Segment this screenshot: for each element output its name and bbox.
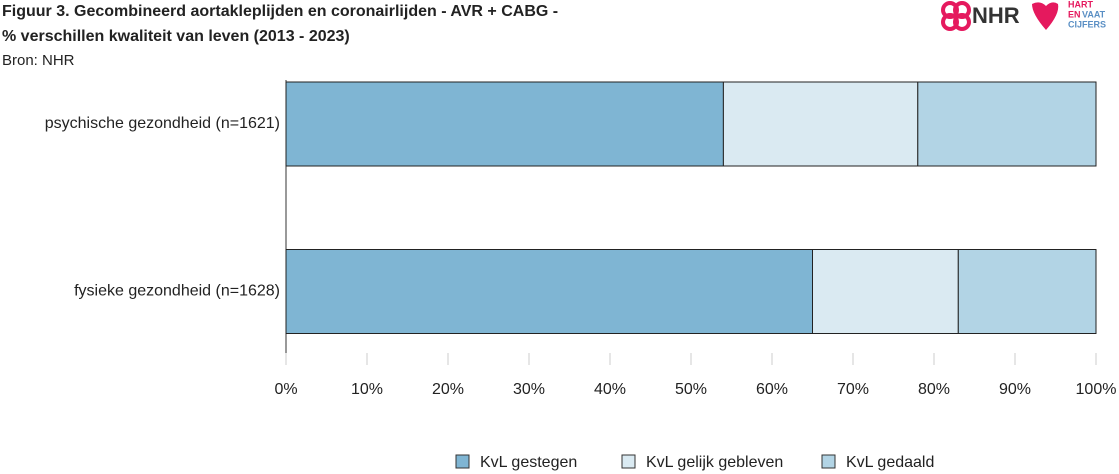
y-tick-label: fysieke gezondheid (n=1628): [74, 283, 280, 300]
logo-text: CIJFERS: [1068, 19, 1106, 29]
legend-label: KvL gelijk gebleven: [646, 454, 783, 471]
x-tick-label: 90%: [999, 381, 1031, 398]
legend-label: KvL gestegen: [480, 454, 577, 471]
legend-swatch: [621, 454, 636, 469]
chart-title: % verschillen kwaliteit van leven (2013 …: [2, 28, 350, 45]
x-tick-label: 50%: [675, 381, 707, 398]
x-tick-label: 30%: [513, 381, 545, 398]
x-tick-label: 70%: [837, 381, 869, 398]
chart-subtitle: Bron: NHR: [2, 52, 75, 69]
x-tick-label: 100%: [1076, 381, 1117, 398]
x-tick-label: 0%: [274, 381, 297, 398]
chart-title: Figuur 3. Gecombineerd aortakleplijden e…: [2, 3, 558, 20]
bar-segment: [917, 81, 1097, 167]
legend-swatch: [455, 454, 470, 469]
bar-segment: [285, 81, 724, 167]
bar-segment: [812, 249, 959, 334]
x-tick-label: 60%: [756, 381, 788, 398]
x-tick-label: 80%: [918, 381, 950, 398]
y-tick-label: psychische gezondheid (n=1621): [45, 115, 280, 132]
bar-segment: [957, 249, 1097, 334]
bar-segment: [285, 249, 813, 334]
logo-text: HART: [1068, 0, 1093, 9]
logo-text: NHR: [972, 3, 1020, 28]
legend-swatch: [821, 454, 836, 469]
logo-text: VAAT: [1082, 9, 1106, 19]
x-tick-label: 40%: [594, 381, 626, 398]
bar-segment: [722, 81, 919, 167]
x-tick-label: 20%: [432, 381, 464, 398]
logo: NHR HART EN VAAT CIJFERS: [941, 0, 1106, 31]
legend-label: KvL gedaald: [846, 454, 934, 471]
logo-text: EN: [1068, 9, 1081, 19]
x-tick-label: 10%: [351, 381, 383, 398]
